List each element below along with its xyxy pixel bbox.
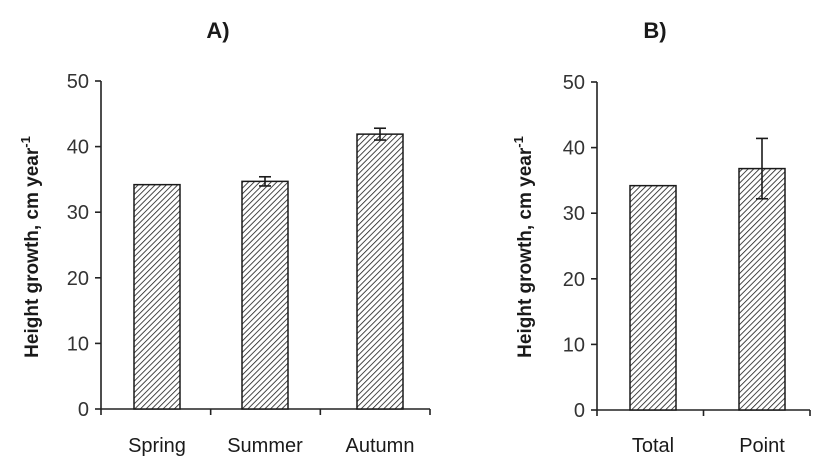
y-tick-label-a: 0: [78, 399, 89, 421]
chart-panel-a: A) Height growth, cm year-1 0 10 20 30 40 50 S…: [18, 18, 431, 457]
x-category-label-spring: Spring: [128, 435, 186, 457]
y-axis-label-sup-b: -1: [511, 136, 526, 148]
chart-title-b: B): [643, 18, 666, 43]
x-category-label-summer: Summer: [227, 435, 303, 457]
y-tick-label-b: 30: [563, 203, 585, 225]
y-axis-label-text-a: Height growth, cm year: [22, 147, 43, 358]
bar-point: [738, 167, 786, 411]
y-axis-label-b: Height growth, cm year-1: [511, 136, 536, 358]
y-tick-label-b: 10: [563, 334, 585, 356]
y-tick-label-a: 20: [67, 268, 89, 290]
x-category-label-autumn: Autumn: [346, 435, 415, 457]
y-tick-label-b: 50: [563, 72, 585, 94]
bar-summer: [241, 180, 289, 410]
error-bar-point: [756, 137, 768, 200]
y-tick-label-a: 10: [67, 333, 89, 355]
bar-total: [629, 184, 677, 411]
bar-spring: [133, 183, 181, 410]
y-axis-label-text-b: Height growth, cm year: [515, 147, 536, 358]
y-axis-label-a: Height growth, cm year-1: [18, 136, 43, 358]
y-axis-label-sup-a: -1: [18, 136, 33, 148]
error-bar-summer: [259, 175, 271, 187]
y-tick-label-a: 40: [67, 137, 89, 159]
x-category-label-total: Total: [632, 435, 674, 457]
x-category-label-point: Point: [739, 435, 785, 457]
error-bar-autumn: [374, 127, 386, 141]
chart-title-a: A): [206, 18, 229, 43]
chart-panel-b: B) Height growth, cm year-1 0 10 20 30 40 50 T…: [511, 18, 811, 457]
y-tick-label-a: 50: [67, 71, 89, 93]
y-tick-label-b: 0: [574, 400, 585, 422]
y-tick-label-b: 40: [563, 138, 585, 160]
y-tick-label-b: 20: [563, 269, 585, 291]
y-tick-label-a: 30: [67, 202, 89, 224]
bar-autumn: [356, 133, 404, 410]
